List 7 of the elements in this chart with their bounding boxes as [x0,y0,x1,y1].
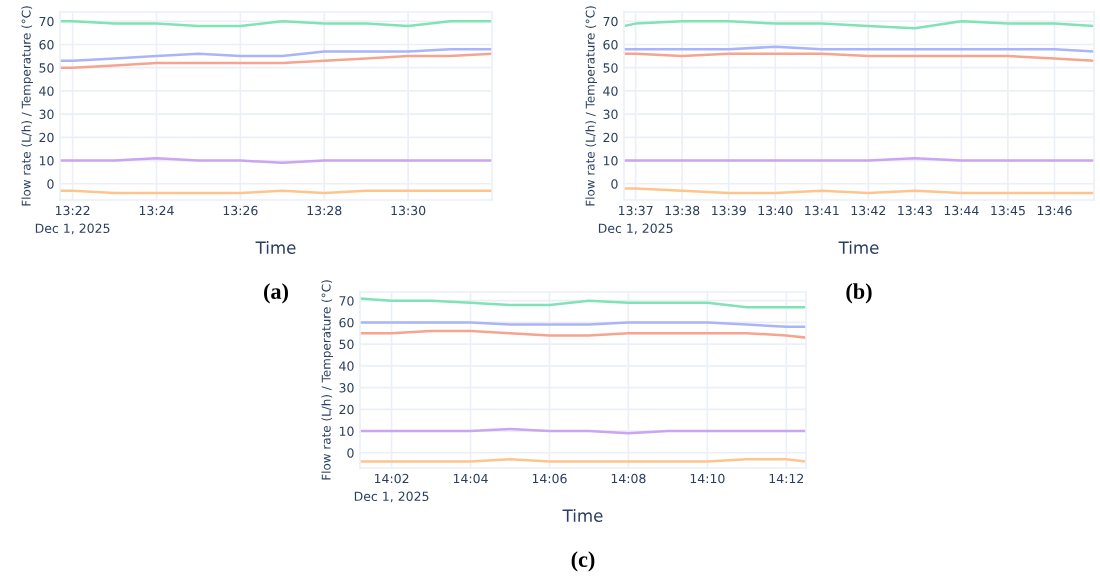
text: (c) [571,551,595,572]
x-axis-title: Time [838,241,879,254]
x-axis-title: Time [562,509,603,522]
line-series [60,52,492,69]
text: (a) [264,283,288,304]
x-axis-title: Time [255,241,296,254]
text: (b) [846,283,872,304]
